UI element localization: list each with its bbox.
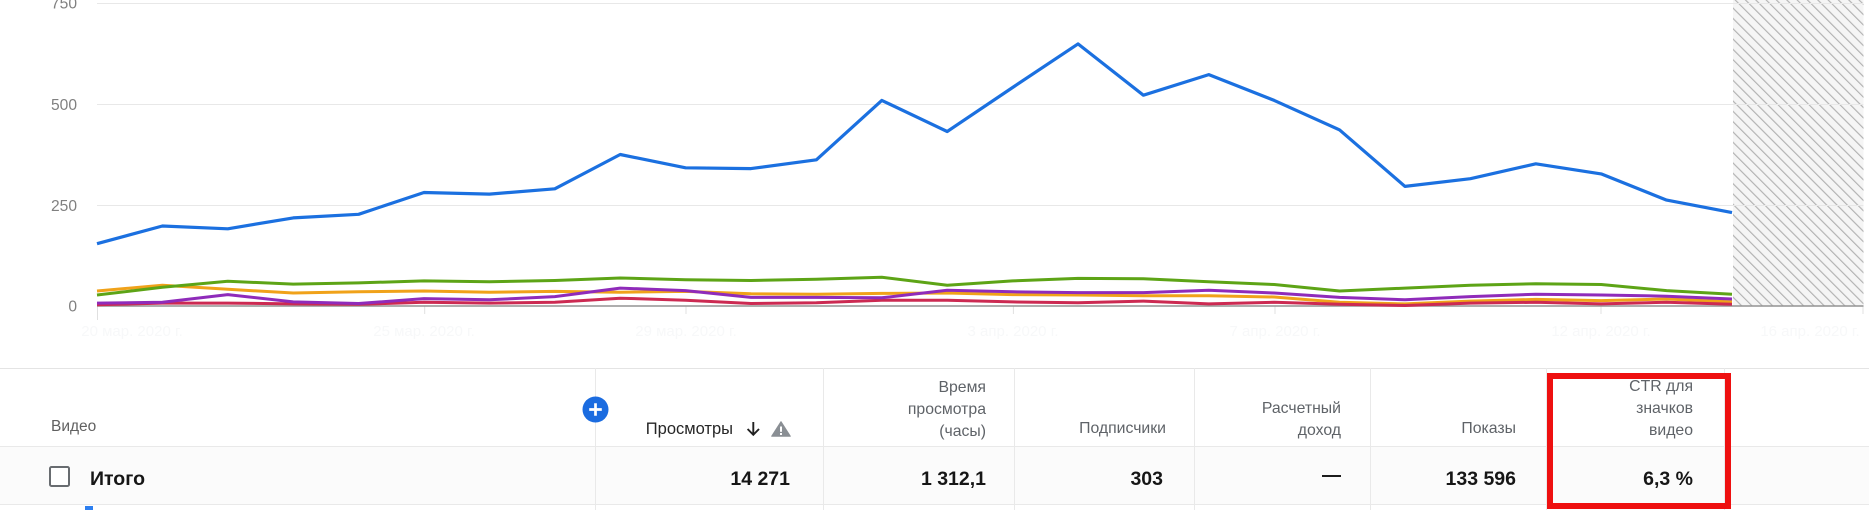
svg-text:3 апр. 2020 г.: 3 апр. 2020 г. (968, 323, 1059, 340)
svg-text:0: 0 (68, 299, 77, 316)
svg-text:25 мар. 2020 г.: 25 мар. 2020 г. (373, 323, 475, 340)
svg-text:250: 250 (51, 198, 77, 215)
svg-text:29 мар. 2020 г.: 29 мар. 2020 г. (635, 323, 737, 340)
svg-text:16 апр. 2020 г.: 16 апр. 2020 г. (1760, 323, 1859, 340)
svg-text:500: 500 (51, 97, 77, 114)
svg-text:750: 750 (51, 0, 77, 13)
svg-text:20 мар. 2020 г.: 20 мар. 2020 г. (81, 323, 183, 340)
svg-text:12 апр. 2020 г.: 12 апр. 2020 г. (1551, 323, 1650, 340)
svg-text:7 апр. 2020 г.: 7 апр. 2020 г. (1230, 323, 1321, 340)
